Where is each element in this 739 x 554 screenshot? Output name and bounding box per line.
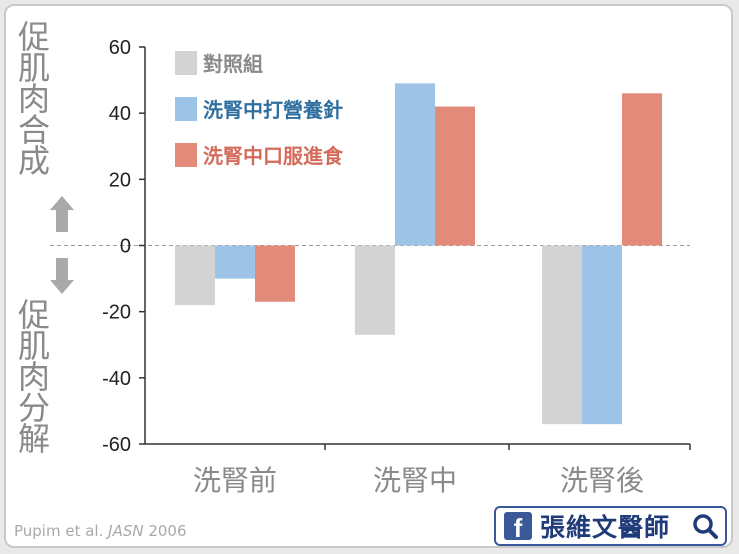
source-year: 2006	[143, 522, 187, 540]
bar-1-洗腎後	[542, 245, 582, 425]
author-name: 張維文醫師	[540, 513, 671, 542]
author-badge[interactable]: f 張維文醫師	[494, 506, 727, 546]
source-citation: Pupim et al. JASN 2006	[14, 522, 187, 540]
y-label-breakdown: 促肌肉分解	[14, 296, 54, 458]
y-tick-label: 60	[109, 37, 131, 59]
legend-swatch	[175, 97, 197, 121]
y-label-breakdown-text: 促肌肉分解	[17, 296, 50, 458]
y-tick-label: -60	[102, 434, 131, 456]
source-authors: Pupim et al.	[14, 522, 109, 540]
bar-3-洗腎前	[255, 245, 295, 302]
search-icon	[693, 514, 718, 539]
bar-3-洗腎中	[435, 106, 475, 246]
bar-1-洗腎前	[175, 245, 215, 306]
bar-2-洗腎後	[582, 245, 622, 425]
bar-2-洗腎前	[215, 245, 255, 279]
y-label-synthesis-text: 促肌肉合成	[17, 18, 50, 180]
x-tick-label: 洗腎中	[373, 464, 457, 497]
facebook-icon: f	[504, 512, 532, 543]
source-journal: JASN	[108, 522, 144, 540]
x-tick-label: 洗腎後	[560, 464, 644, 497]
bar-2-洗腎中	[395, 83, 435, 246]
down-arrow-icon	[50, 258, 74, 294]
y-label-synthesis: 促肌肉合成	[14, 18, 54, 180]
legend-swatch	[175, 51, 197, 75]
y-tick-label: 40	[109, 103, 131, 125]
y-tick-label: 20	[109, 169, 131, 191]
bar-3-洗腎後	[622, 93, 662, 246]
x-tick-label: 洗腎前	[193, 464, 277, 497]
legend-label: 洗腎中口服進食	[203, 144, 344, 168]
up-arrow-icon	[50, 196, 74, 232]
y-tick-label: -20	[102, 302, 131, 324]
legend-label: 洗腎中打營養針	[203, 98, 343, 122]
legend-label: 對照組	[203, 52, 263, 76]
y-tick-label: 0	[120, 236, 131, 258]
legend-swatch	[175, 143, 197, 167]
bar-1-洗腎中	[355, 245, 395, 335]
y-tick-label: -40	[102, 368, 131, 390]
